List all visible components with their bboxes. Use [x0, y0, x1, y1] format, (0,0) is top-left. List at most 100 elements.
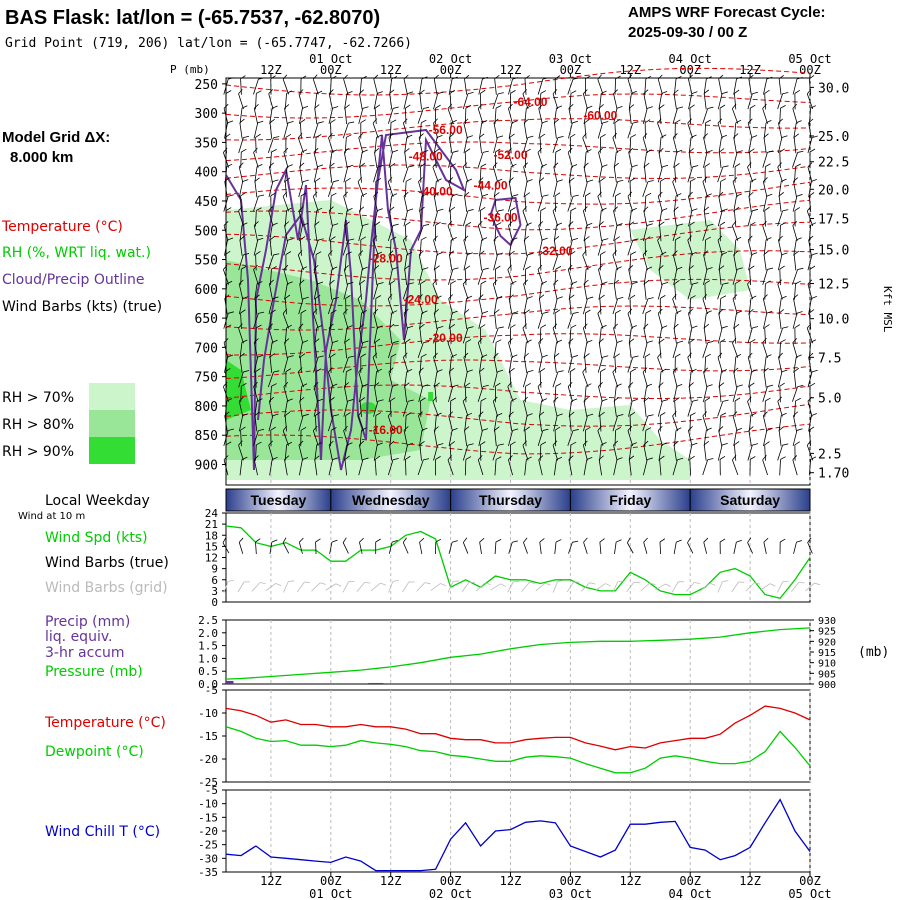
barb-flag — [646, 149, 653, 153]
pressure-tick-label: 500 — [195, 224, 218, 239]
wind-barb — [612, 250, 619, 271]
barb-staff — [478, 196, 483, 212]
barb-staff — [464, 313, 468, 329]
wind-barb — [405, 221, 411, 242]
barb-staff — [703, 210, 707, 227]
barb-flag — [226, 280, 233, 285]
wind-barb — [224, 280, 233, 300]
barb-flag — [284, 177, 291, 182]
barb-flag — [362, 223, 369, 226]
wind-barb — [628, 382, 634, 403]
barb-staff — [359, 152, 363, 168]
barb-flag — [333, 414, 340, 417]
barb-flag — [241, 105, 248, 109]
barb-staff — [402, 542, 409, 554]
wind-barb — [808, 352, 814, 373]
wind-barb — [477, 455, 484, 476]
wind-barb — [463, 369, 473, 388]
barb-flag — [408, 399, 414, 402]
barb-flag — [687, 537, 691, 543]
barb-flag — [497, 369, 504, 373]
barb-flag — [238, 206, 243, 212]
wind-barb — [224, 163, 233, 183]
barb-flag — [553, 396, 559, 402]
pressure-tick-label: 925 — [818, 627, 836, 638]
barb-staff — [627, 430, 634, 446]
barb-flag — [419, 441, 425, 446]
barb-flag — [538, 103, 544, 109]
barb-flag — [583, 89, 588, 94]
barb-flag — [766, 428, 773, 431]
barb-staff — [359, 283, 362, 300]
barb-flag — [433, 235, 438, 241]
barb-staff — [717, 357, 723, 373]
barb-flag — [647, 457, 653, 461]
wind-barb — [793, 250, 800, 271]
wind-barb — [629, 251, 637, 271]
barb-staff — [808, 108, 812, 125]
surface-wind-barb — [255, 538, 261, 555]
wind-barb — [479, 206, 486, 227]
temperature-frame — [225, 689, 811, 783]
barb-flag — [238, 89, 243, 95]
barb-staff — [464, 195, 468, 212]
wind-barb — [345, 177, 351, 198]
barb-flag — [557, 296, 563, 299]
barb-staff — [764, 93, 766, 110]
barb-staff — [373, 210, 378, 227]
barb-staff — [224, 400, 228, 417]
barb-staff — [462, 93, 469, 110]
barb-staff — [583, 400, 588, 417]
wind-barb — [628, 325, 637, 344]
barb-staff — [642, 415, 649, 432]
barb-flag — [600, 251, 606, 255]
barb-flag — [343, 191, 348, 197]
wind-barb — [508, 411, 514, 432]
barb-staff — [584, 151, 587, 169]
wind-barb — [552, 135, 564, 154]
barb-staff — [388, 269, 393, 286]
barb-staff — [389, 400, 392, 417]
barb-flag — [747, 162, 752, 168]
barb-staff — [387, 415, 394, 432]
barb-flag — [377, 325, 383, 329]
barb-flag — [268, 323, 273, 329]
barb-flag — [449, 324, 456, 329]
barb-staff — [567, 196, 574, 212]
barb-flag — [479, 250, 485, 255]
kft-tick-label: 5.0 — [818, 392, 841, 407]
barb-flag — [376, 251, 382, 255]
barb-staff — [688, 152, 692, 168]
barb-flag — [597, 308, 602, 314]
barb-staff — [508, 430, 513, 447]
y-tick-label: 2.0 — [198, 627, 218, 640]
barb-flag — [793, 177, 799, 182]
wind-barb — [764, 441, 770, 461]
wind-barb — [806, 206, 814, 227]
wind-barb — [808, 75, 815, 95]
barb-flag — [814, 582, 821, 586]
barb-flag — [722, 208, 728, 212]
barb-staff — [792, 459, 798, 476]
wind-barb — [282, 308, 290, 329]
barb-staff — [628, 386, 633, 403]
barb-staff — [359, 269, 363, 286]
wind-barb — [405, 455, 411, 476]
wind-barb — [329, 279, 335, 300]
wind-barb — [672, 294, 679, 315]
barb-flag — [223, 381, 228, 387]
barb-staff — [253, 196, 259, 212]
barb-flag — [450, 163, 456, 167]
barb-flag — [782, 92, 789, 95]
wind-barb — [672, 250, 678, 271]
barb-flag — [403, 352, 408, 358]
barb-staff — [417, 459, 424, 476]
wind-barb — [433, 426, 439, 447]
barb-flag — [495, 148, 501, 153]
wind-barb — [387, 223, 399, 241]
barb-flag — [673, 206, 679, 211]
barb-staff — [778, 181, 782, 198]
barb-staff — [599, 327, 602, 344]
barb-flag — [450, 397, 456, 402]
barb-flag — [466, 178, 473, 182]
